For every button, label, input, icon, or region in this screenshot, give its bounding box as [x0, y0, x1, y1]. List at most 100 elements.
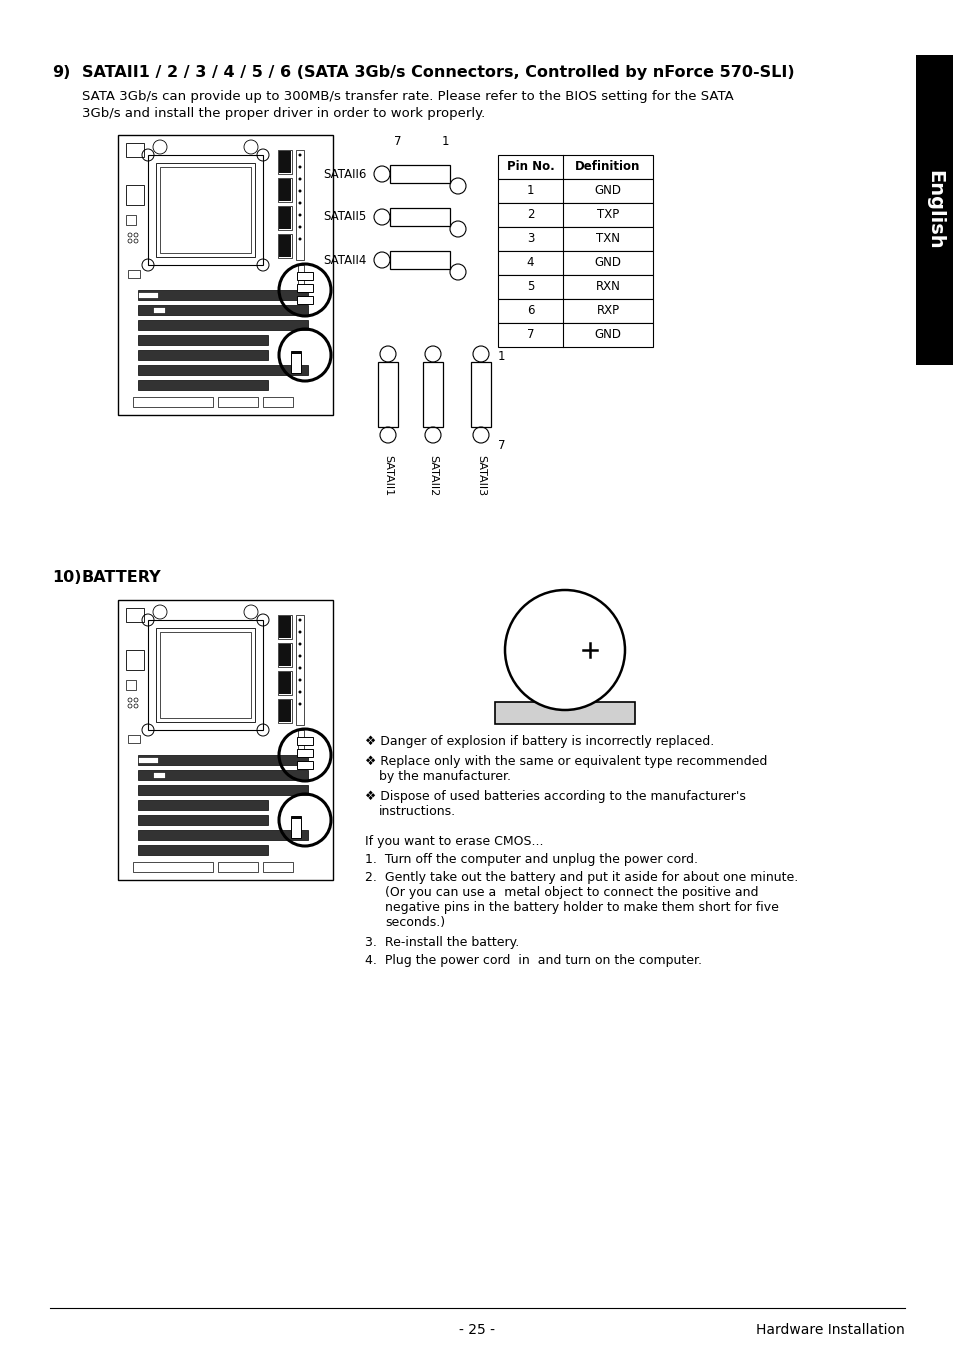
- FancyBboxPatch shape: [138, 757, 158, 763]
- Circle shape: [504, 589, 624, 710]
- FancyBboxPatch shape: [278, 235, 291, 257]
- Text: GND: GND: [594, 329, 620, 342]
- Text: English: English: [924, 170, 943, 250]
- Circle shape: [298, 679, 301, 681]
- FancyBboxPatch shape: [296, 761, 313, 769]
- Text: 2: 2: [526, 208, 534, 222]
- Text: 1: 1: [441, 135, 448, 147]
- FancyBboxPatch shape: [160, 168, 251, 253]
- Text: 4: 4: [526, 257, 534, 269]
- FancyBboxPatch shape: [390, 165, 450, 183]
- FancyBboxPatch shape: [296, 737, 313, 745]
- FancyBboxPatch shape: [915, 55, 953, 365]
- FancyBboxPatch shape: [148, 155, 263, 265]
- FancyBboxPatch shape: [278, 617, 291, 638]
- Circle shape: [298, 691, 301, 694]
- FancyBboxPatch shape: [126, 185, 144, 206]
- FancyBboxPatch shape: [277, 234, 292, 258]
- Text: 9): 9): [52, 65, 71, 80]
- FancyBboxPatch shape: [126, 215, 136, 224]
- Text: SATAII4: SATAII4: [323, 254, 367, 266]
- FancyBboxPatch shape: [278, 700, 291, 722]
- FancyBboxPatch shape: [138, 289, 308, 300]
- FancyBboxPatch shape: [138, 306, 308, 315]
- FancyBboxPatch shape: [138, 771, 308, 780]
- Circle shape: [298, 703, 301, 706]
- Text: SATAII1: SATAII1: [382, 456, 393, 496]
- FancyBboxPatch shape: [277, 150, 292, 174]
- Circle shape: [298, 238, 301, 241]
- FancyBboxPatch shape: [138, 365, 308, 375]
- FancyBboxPatch shape: [277, 644, 292, 667]
- FancyBboxPatch shape: [278, 644, 291, 667]
- FancyBboxPatch shape: [126, 143, 144, 157]
- FancyBboxPatch shape: [497, 227, 652, 251]
- Text: GND: GND: [594, 184, 620, 197]
- FancyBboxPatch shape: [278, 178, 291, 201]
- FancyBboxPatch shape: [497, 299, 652, 323]
- FancyBboxPatch shape: [291, 352, 301, 372]
- FancyBboxPatch shape: [138, 800, 268, 810]
- FancyBboxPatch shape: [277, 178, 292, 201]
- FancyBboxPatch shape: [138, 292, 158, 297]
- FancyBboxPatch shape: [118, 135, 333, 415]
- FancyBboxPatch shape: [497, 274, 652, 299]
- Text: RXN: RXN: [595, 280, 619, 293]
- Text: Definition: Definition: [575, 161, 640, 173]
- FancyBboxPatch shape: [296, 749, 313, 757]
- Text: SATAII6: SATAII6: [323, 168, 367, 181]
- FancyBboxPatch shape: [497, 203, 652, 227]
- FancyBboxPatch shape: [296, 272, 313, 280]
- FancyBboxPatch shape: [295, 615, 304, 725]
- Text: ❖ Replace only with the same or equivalent type recommended: ❖ Replace only with the same or equivale…: [365, 754, 766, 768]
- Circle shape: [298, 189, 301, 192]
- FancyBboxPatch shape: [422, 362, 442, 427]
- FancyBboxPatch shape: [118, 600, 333, 880]
- Circle shape: [298, 165, 301, 169]
- FancyBboxPatch shape: [277, 206, 292, 230]
- FancyBboxPatch shape: [138, 754, 308, 765]
- FancyBboxPatch shape: [291, 817, 301, 837]
- FancyBboxPatch shape: [138, 845, 268, 854]
- Text: 2.  Gently take out the battery and put it aside for about one minute.: 2. Gently take out the battery and put i…: [365, 871, 798, 884]
- Text: If you want to erase CMOS...: If you want to erase CMOS...: [365, 836, 543, 848]
- Text: (Or you can use a  metal object to connect the positive and: (Or you can use a metal object to connec…: [385, 886, 758, 899]
- FancyBboxPatch shape: [291, 352, 301, 370]
- Circle shape: [298, 654, 301, 657]
- FancyBboxPatch shape: [297, 265, 304, 285]
- FancyBboxPatch shape: [291, 353, 301, 373]
- Text: Pin No.: Pin No.: [506, 161, 554, 173]
- FancyBboxPatch shape: [138, 786, 308, 795]
- Circle shape: [298, 618, 301, 622]
- FancyBboxPatch shape: [132, 397, 213, 407]
- FancyBboxPatch shape: [138, 320, 308, 330]
- FancyBboxPatch shape: [126, 608, 144, 622]
- FancyBboxPatch shape: [497, 178, 652, 203]
- FancyBboxPatch shape: [263, 397, 293, 407]
- Text: 1.  Turn off the computer and unplug the power cord.: 1. Turn off the computer and unplug the …: [365, 853, 698, 867]
- Text: ❖ Danger of explosion if battery is incorrectly replaced.: ❖ Danger of explosion if battery is inco…: [365, 735, 714, 748]
- Text: 5: 5: [526, 280, 534, 293]
- FancyBboxPatch shape: [138, 830, 308, 840]
- Text: instructions.: instructions.: [378, 804, 456, 818]
- FancyBboxPatch shape: [377, 362, 397, 427]
- Text: TXN: TXN: [596, 233, 619, 246]
- Circle shape: [298, 214, 301, 216]
- Circle shape: [298, 177, 301, 181]
- Text: 3Gb/s and install the proper driver in order to work properly.: 3Gb/s and install the proper driver in o…: [82, 107, 485, 120]
- FancyBboxPatch shape: [278, 672, 291, 694]
- Circle shape: [298, 201, 301, 204]
- FancyBboxPatch shape: [278, 207, 291, 228]
- FancyBboxPatch shape: [471, 362, 491, 427]
- FancyBboxPatch shape: [138, 335, 268, 345]
- Text: SATAII3: SATAII3: [476, 456, 485, 496]
- Text: TXP: TXP: [597, 208, 618, 222]
- FancyBboxPatch shape: [390, 208, 450, 226]
- Text: 7: 7: [394, 135, 401, 147]
- FancyBboxPatch shape: [132, 863, 213, 872]
- Text: 10): 10): [52, 571, 81, 585]
- FancyBboxPatch shape: [126, 680, 136, 690]
- Text: SATAII2: SATAII2: [428, 456, 437, 496]
- FancyBboxPatch shape: [291, 818, 301, 838]
- FancyBboxPatch shape: [390, 251, 450, 269]
